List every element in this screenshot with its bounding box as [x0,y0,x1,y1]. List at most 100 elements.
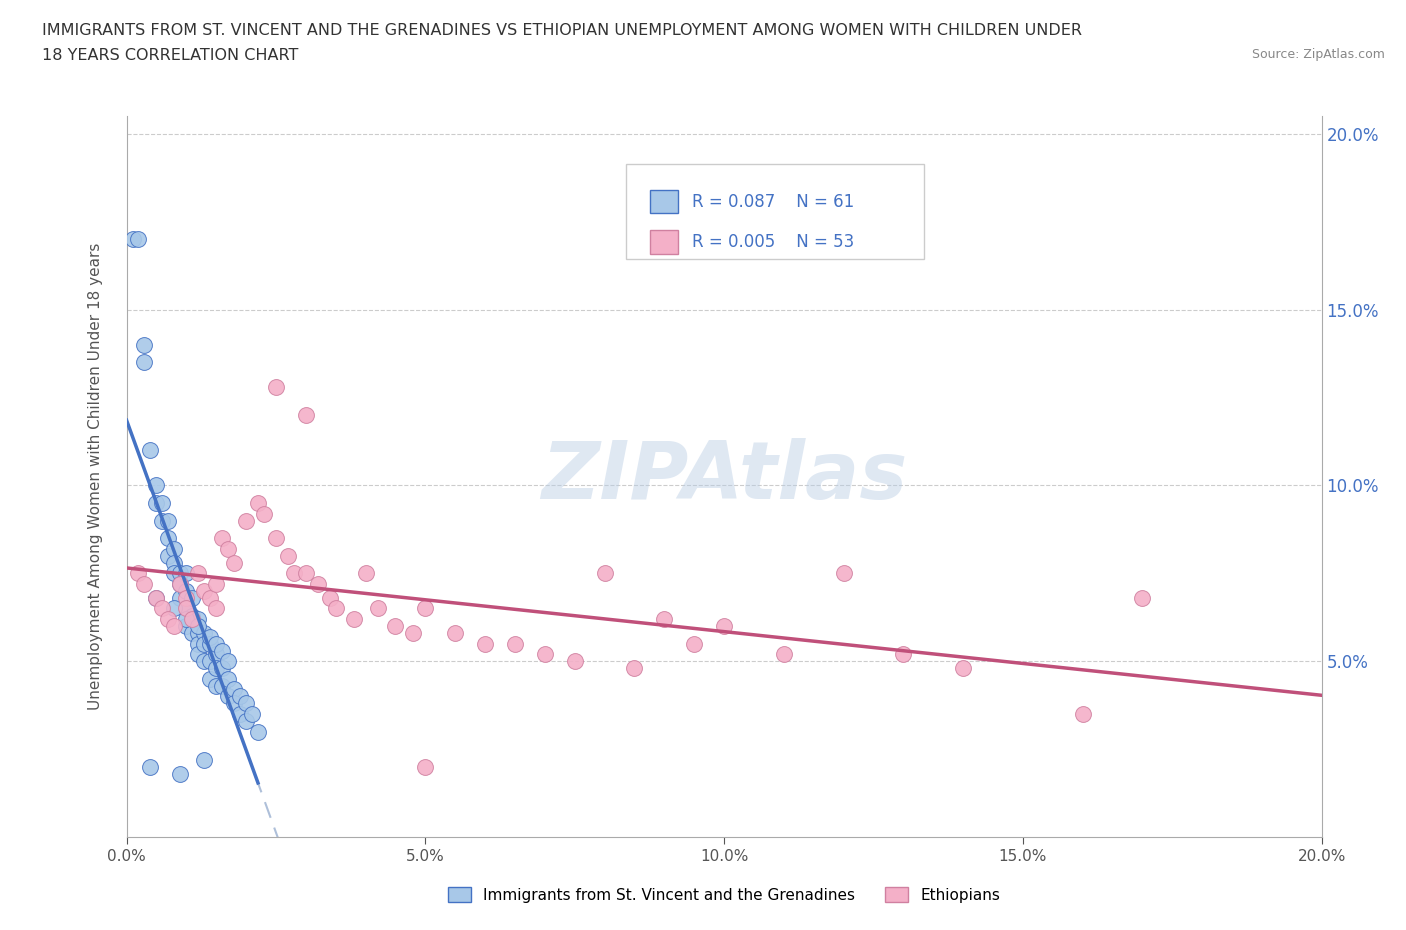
Point [187,626,209,641]
Point [145,591,167,605]
Text: ZIPAtlas: ZIPAtlas [541,438,907,515]
Point [229,707,252,722]
Point [139,443,162,458]
Point [200,630,222,644]
Text: 18 YEARS CORRELATION CHART: 18 YEARS CORRELATION CHART [42,48,298,63]
Point [264,531,287,546]
Point [832,565,855,580]
Point [205,646,228,661]
Point [200,591,222,605]
Point [193,654,215,669]
Point [181,612,204,627]
Point [205,601,228,616]
Text: R = 0.005    N = 53: R = 0.005 N = 53 [693,232,855,251]
Point [623,661,645,676]
Point [169,766,191,781]
Point [1130,591,1153,605]
Point [253,506,276,521]
Point [222,682,246,697]
Point [217,671,239,686]
Point [211,661,233,676]
Point [181,626,204,641]
Point [169,591,191,605]
Point [205,661,228,676]
Point [157,531,180,546]
Point [893,646,915,661]
Point [145,496,167,511]
Point [169,577,191,591]
Point [343,612,366,627]
Point [152,601,174,616]
Point [157,513,180,528]
Point [174,601,197,616]
Point [152,513,174,528]
Point [402,626,425,641]
Point [127,565,149,580]
Point [503,636,526,651]
Text: Source: ZipAtlas.com: Source: ZipAtlas.com [1251,48,1385,61]
Point [534,646,557,661]
Point [307,577,329,591]
Point [652,612,675,627]
Point [247,724,270,739]
Point [952,661,974,676]
Point [264,379,287,394]
Point [1071,707,1094,722]
Point [174,565,197,580]
Point [294,565,316,580]
Point [593,565,616,580]
Text: R = 0.087    N = 61: R = 0.087 N = 61 [693,193,855,210]
Point [222,696,246,711]
Point [169,565,191,580]
Point [174,601,197,616]
Point [415,759,437,774]
Point [157,612,180,627]
Point [217,689,239,704]
Y-axis label: Unemployment Among Women with Children Under 18 years: Unemployment Among Women with Children U… [89,243,103,711]
Point [174,618,197,633]
Point [773,646,796,661]
Point [247,496,270,511]
Point [193,583,215,598]
Point [318,591,342,605]
Legend: Immigrants from St. Vincent and the Grenadines, Ethiopians: Immigrants from St. Vincent and the Gren… [441,881,1007,909]
Point [163,565,186,580]
Point [235,713,257,728]
Point [163,541,186,556]
Point [181,608,204,623]
Point [163,618,186,633]
Point [200,654,222,669]
Point [193,752,215,767]
Point [444,626,467,641]
Point [174,612,197,627]
Point [222,555,246,570]
Point [187,636,209,651]
Point [187,618,209,633]
Point [325,601,347,616]
Text: IMMIGRANTS FROM ST. VINCENT AND THE GRENADINES VS ETHIOPIAN UNEMPLOYMENT AMONG W: IMMIGRANTS FROM ST. VINCENT AND THE GREN… [42,23,1083,38]
Point [683,636,706,651]
Point [193,626,215,641]
Point [564,654,586,669]
Point [211,678,233,693]
Point [134,338,156,352]
Point [283,565,305,580]
Point [235,513,257,528]
Point [163,601,186,616]
Point [145,478,167,493]
Point [366,601,388,616]
Point [200,636,222,651]
Point [294,407,316,422]
Point [229,689,252,704]
Point [187,646,209,661]
Point [193,636,215,651]
Point [127,232,149,246]
Point [474,636,496,651]
Point [277,549,299,564]
Point [145,591,167,605]
Point [211,644,233,658]
Point [217,541,239,556]
Point [384,618,406,633]
Point [152,496,174,511]
Point [205,678,228,693]
